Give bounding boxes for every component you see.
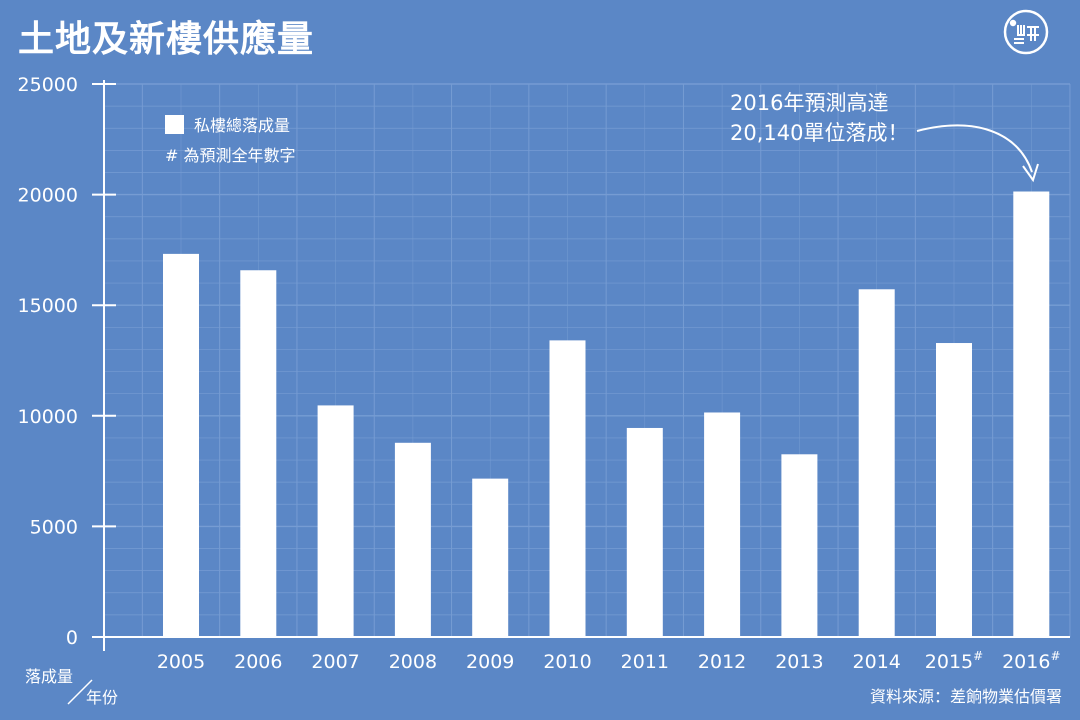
x-tick-label: 2012 <box>698 651 746 673</box>
y-tick-label: 20000 <box>18 185 78 207</box>
y-tick-label: 15000 <box>18 295 78 317</box>
legend-swatch <box>165 115 184 134</box>
x-tick-label: 2009 <box>466 651 514 673</box>
bar-2010 <box>549 340 586 637</box>
x-tick-label: 2008 <box>389 651 437 673</box>
legend-note: # 為預測全年數字 <box>165 146 296 165</box>
x-tick-label: 2006 <box>234 651 282 673</box>
annotation-arrow <box>916 124 1033 173</box>
x-tick-label: 2016# <box>1002 649 1060 673</box>
annotation-arrowhead <box>1022 163 1039 183</box>
bar-2009 <box>472 478 509 637</box>
bar-2016 <box>1013 191 1050 637</box>
bar-2013 <box>781 454 818 637</box>
bar-2008 <box>394 442 431 637</box>
annotation-line2: 20,140單位落成！ <box>730 121 908 145</box>
x-tick-label: 2007 <box>311 651 359 673</box>
bar-2015 <box>936 343 972 637</box>
x-tick-label: 2010 <box>543 651 591 673</box>
chart-title: 土地及新樓供應量 <box>18 19 315 60</box>
x-axis-title: 年份 <box>86 688 118 707</box>
x-tick-label: 2005 <box>157 651 205 673</box>
y-tick-label: 10000 <box>18 406 78 428</box>
y-tick-label: 25000 <box>18 74 78 96</box>
x-tick-label: 2015# <box>925 649 983 673</box>
bar-2012 <box>704 412 741 637</box>
x-tick-label: 2011 <box>621 651 669 673</box>
y-tick-label: 0 <box>66 627 78 649</box>
y-axis-title: 落成量 <box>25 667 73 686</box>
bar-2007 <box>317 405 354 637</box>
x-tick-label: 2013 <box>775 651 823 673</box>
x-tick-label: 2014 <box>853 651 901 673</box>
legend-label: 私樓總落成量 <box>194 116 290 135</box>
bar-2014 <box>858 289 895 637</box>
annotation-line1: 2016年預測高達 <box>730 91 888 115</box>
bar-2011 <box>626 427 663 637</box>
bar-2005 <box>163 253 199 638</box>
source-note: 資料來源：差餉物業估價署 <box>870 687 1062 706</box>
brand-logo-icon <box>1003 9 1049 55</box>
axis-label-divider <box>67 679 93 705</box>
y-tick-label: 5000 <box>30 516 78 538</box>
bar-2006 <box>240 270 277 637</box>
